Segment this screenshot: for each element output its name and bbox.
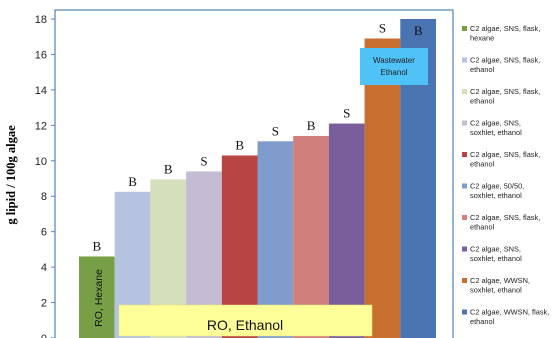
y-axis-label: g lipid / 100g algae (4, 125, 18, 225)
y-axis: 0 2 4 6 8 10 12 14 16 18 (35, 14, 55, 338)
bar-method-label: B (235, 137, 244, 152)
bar-method-label: S (200, 153, 207, 168)
wastewater-annotation-line2: Ethanol (380, 68, 407, 77)
legend-item: C2 algae, SNS, soxhlet, ethanol (462, 245, 522, 264)
y-tick-label: 0 (41, 333, 47, 338)
y-tick-label: 10 (35, 156, 47, 168)
legend-swatch (462, 183, 467, 189)
ro-ethanol-annotation: RO, Ethanol (207, 317, 283, 333)
bar-method-label: S (343, 106, 350, 121)
ro-ethanol-box (118, 304, 373, 337)
legend-swatch (462, 246, 467, 252)
legend-label: C2 algae, SNS, flask, ethanol (470, 213, 540, 232)
bar (364, 38, 401, 338)
bar-method-label: B (307, 118, 316, 133)
legend: C2 algae, SNS, flask, hexane C2 algae, SNS… (462, 24, 549, 326)
y-tick-label: 16 (35, 49, 47, 61)
legend-item: C2 algae, SNS, flask, ethanol (462, 87, 540, 106)
legend-swatch (462, 215, 467, 220)
legend-label: C2 algae, SNS, flask, hexane (470, 24, 540, 43)
y-tick-label: 6 (41, 227, 47, 239)
y-tick-label: 18 (35, 14, 47, 26)
bar-method-label: S (379, 20, 386, 35)
bar (79, 256, 115, 338)
legend-label: C2 algae, SNS, flask, ethanol (470, 87, 540, 106)
legend-label: C2 algae, WWSN, soxhlet, ethanol (470, 276, 530, 295)
bar-method-label: B (414, 23, 423, 38)
legend-item: C2 algae, SNS, flask, ethanol (462, 56, 540, 75)
bar-method-label: B (164, 161, 173, 176)
legend-label: C2 algae, SNS, soxhlet, ethanol (470, 245, 522, 264)
legend-item: C2 algae, SNS, flask, ethanol (462, 213, 540, 232)
legend-item: C2 algae, WWSN, soxhlet, ethanol (462, 276, 530, 295)
legend-label: C2 algae, WWSN, flask, ethanol (470, 308, 549, 327)
bar (328, 123, 365, 338)
legend-swatch (462, 89, 467, 94)
bar (293, 135, 329, 338)
legend-swatch (462, 26, 467, 31)
legend-swatch (462, 120, 467, 126)
legend-label: C2 algae, SNS, flask, ethanol (470, 56, 540, 75)
legend-label: C2 algae, SNS, flask, ethanol (470, 150, 540, 169)
legend-item: C2 algae, 50/50, soxhlet, ethanol (462, 182, 524, 201)
legend-item: C2 algae, SNS, flask, ethanol (462, 150, 540, 169)
bar-labels: B B B S B S B S S B (93, 20, 423, 253)
ro-hexane-annotation: RO, Hexane (93, 269, 105, 327)
legend-swatch (462, 57, 467, 63)
y-tick-label: 14 (35, 85, 47, 97)
legend-swatch (462, 152, 467, 157)
wastewater-annotation-line1: Wastewater (373, 56, 415, 65)
legend-swatch (462, 278, 467, 283)
bar-method-label: B (93, 238, 102, 253)
legend-swatch (462, 309, 467, 315)
bar-method-label: S (272, 123, 279, 138)
y-tick-label: 2 (41, 298, 47, 310)
legend-item: C2 algae, SNS, soxhlet, ethanol (462, 119, 522, 138)
bar-method-label: B (128, 174, 137, 189)
y-tick-label: 12 (35, 120, 47, 132)
y-tick-label: 8 (41, 191, 47, 203)
legend-item: C2 algae, SNS, flask, hexane (462, 24, 540, 43)
legend-label: C2 algae, SNS, soxhlet, ethanol (470, 119, 522, 138)
plot-area-border (54, 9, 454, 338)
plot-frame (54, 9, 454, 338)
wastewater-ethanol-box (360, 48, 428, 85)
y-tick-label: 4 (41, 262, 47, 274)
legend-label: C2 algae, 50/50, soxhlet, ethanol (470, 182, 524, 201)
annotations: RO, Ethanol RO, Hexane Wastewater Ethano… (93, 48, 428, 337)
legend-item: C2 algae, WWSN, flask, ethanol (462, 308, 549, 327)
